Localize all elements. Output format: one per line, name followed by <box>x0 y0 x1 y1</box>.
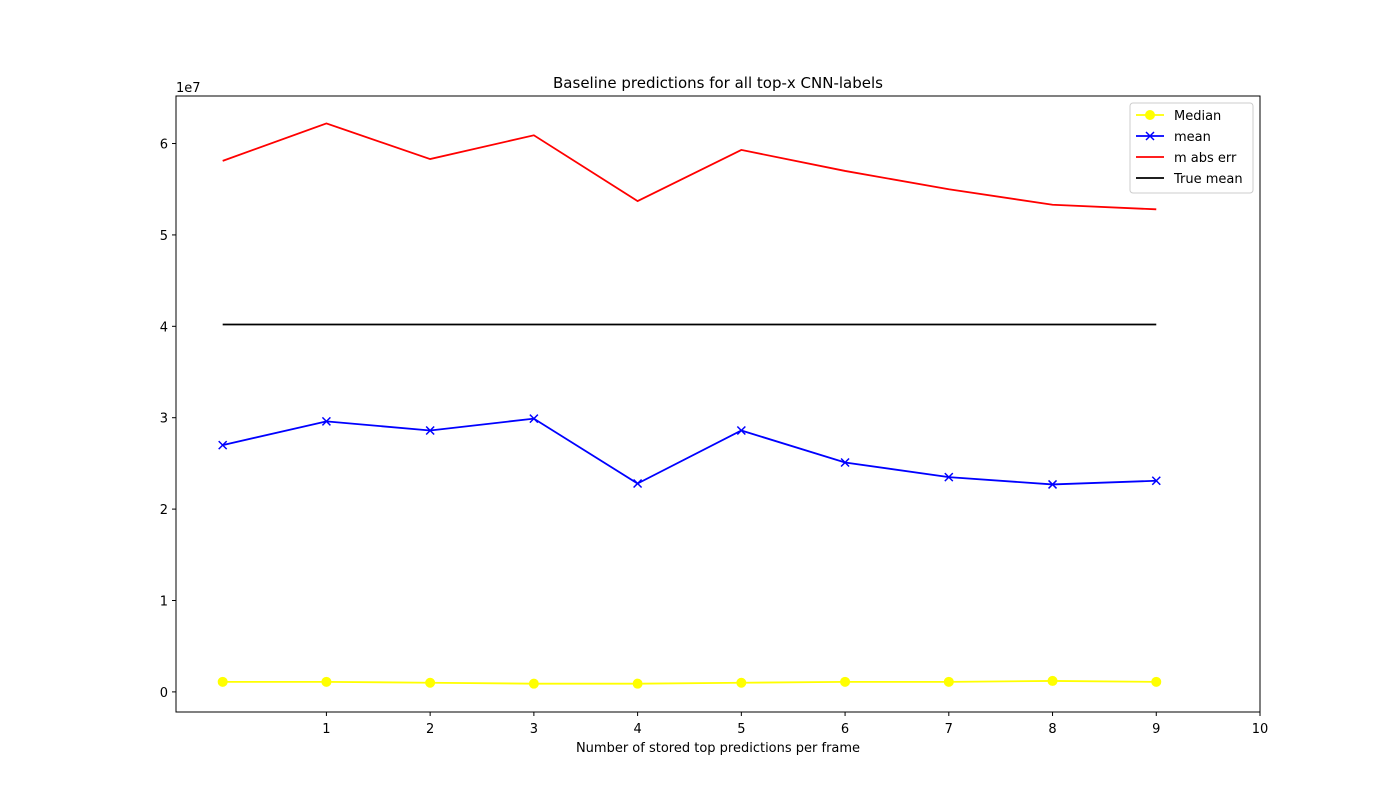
data-point <box>425 677 436 688</box>
data-point <box>1145 131 1155 141</box>
data-point <box>529 414 539 424</box>
legend-label: m abs err <box>1174 151 1237 166</box>
y-tick-label: 6 <box>160 138 168 153</box>
x-axis-label: Number of stored top predictions per fra… <box>576 741 860 756</box>
legend-box <box>1129 102 1254 194</box>
data-point <box>840 676 851 687</box>
chart-title: Baseline predictions for all top-x CNN-l… <box>553 74 883 92</box>
data-point <box>633 478 643 489</box>
y-tick-label: 4 <box>160 320 168 335</box>
series-line <box>222 680 1157 685</box>
x-tick-label: 5 <box>737 722 745 737</box>
y-axis: 0 1 2 3 4 5 6 <box>160 138 176 701</box>
data-point <box>632 678 643 689</box>
data-point <box>217 676 228 687</box>
data-point <box>943 676 954 687</box>
y-tick-label: 3 <box>160 412 168 427</box>
data-point <box>1151 476 1161 486</box>
data-point <box>736 425 746 436</box>
x-tick-label: 7 <box>945 722 953 737</box>
y-tick-label: 2 <box>160 503 168 518</box>
x-tick-label: 10 <box>1252 722 1269 737</box>
legend-label: Median <box>1174 109 1221 124</box>
plot-area-frame <box>175 95 1261 713</box>
legend-entry: True mean <box>1136 172 1243 187</box>
legend-label: True mean <box>1173 172 1243 187</box>
x-tick-label: 4 <box>633 722 641 737</box>
data-point <box>321 416 331 426</box>
series-line <box>222 122 1157 211</box>
y-tick-label: 0 <box>160 686 168 701</box>
x-tick-label: 8 <box>1048 722 1056 737</box>
series-m-abs-err <box>222 122 1157 211</box>
x-axis: 1 2 3 4 5 6 7 8 9 10 <box>322 712 1268 737</box>
legend-entry: m abs err <box>1136 151 1237 166</box>
legend-entry: mean <box>1136 130 1211 145</box>
x-tick-label: 6 <box>841 722 849 737</box>
y-offset-label: 1e7 <box>176 81 201 96</box>
y-tick-label: 1 <box>160 594 168 609</box>
data-point <box>1047 675 1058 686</box>
data-point <box>840 457 850 468</box>
legend-entry: Median <box>1136 109 1221 124</box>
data-point <box>425 425 435 436</box>
data-point <box>1145 110 1155 120</box>
series-median <box>217 675 1162 689</box>
data-point <box>1048 479 1058 489</box>
legend: Median mean m abs err True mean <box>1129 102 1254 194</box>
data-point <box>321 676 332 687</box>
x-tick-label: 9 <box>1152 722 1160 737</box>
data-point <box>944 472 954 482</box>
series-mean <box>218 414 1161 489</box>
data-point <box>528 678 539 689</box>
x-tick-label: 1 <box>322 722 330 737</box>
data-point <box>736 677 747 688</box>
data-point <box>218 440 228 450</box>
legend-label: mean <box>1174 130 1211 145</box>
x-tick-label: 2 <box>426 722 434 737</box>
x-tick-label: 3 <box>530 722 538 737</box>
series-line <box>222 417 1157 486</box>
series-layer <box>217 122 1162 689</box>
y-tick-label: 5 <box>160 229 168 244</box>
data-point <box>1151 676 1162 687</box>
